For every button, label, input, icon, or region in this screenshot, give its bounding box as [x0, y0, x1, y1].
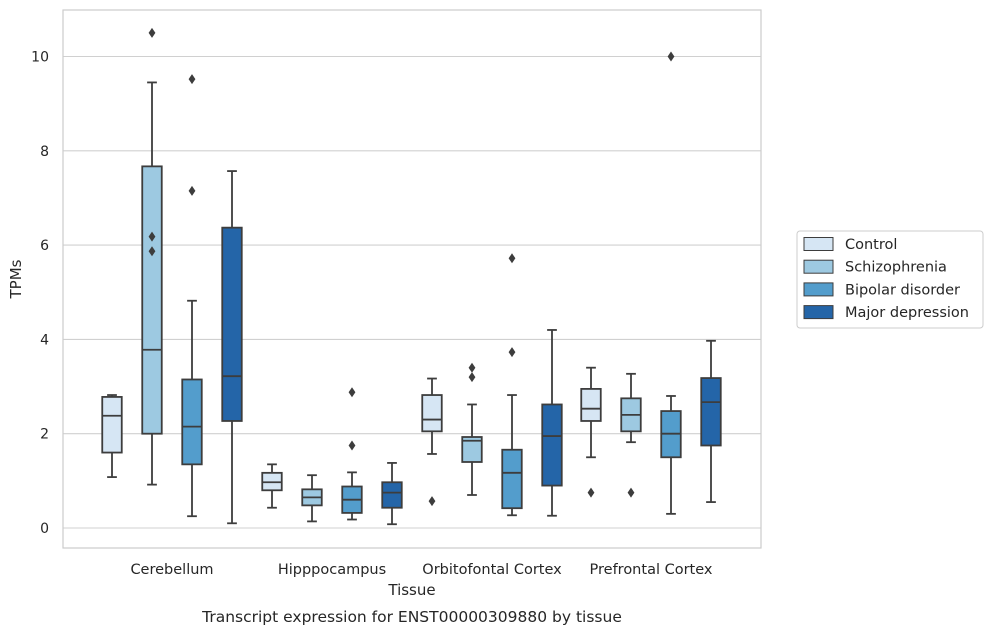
outlier-point	[667, 51, 675, 62]
box-schizophrenia	[620, 372, 642, 498]
iqr-box	[221, 226, 243, 422]
outlier-point	[468, 372, 476, 383]
outlier-point	[428, 496, 436, 507]
plot-background	[63, 10, 761, 548]
y-tick-label: 2	[40, 427, 49, 443]
outlier-point	[188, 74, 196, 85]
box-bipolar-disorder	[181, 74, 203, 518]
iqr-box	[541, 403, 563, 487]
outlier-point	[188, 185, 196, 196]
outlier-point	[468, 362, 476, 373]
iqr-box	[461, 436, 483, 463]
outlier-point	[148, 246, 156, 257]
box-major-depression	[381, 462, 403, 526]
box-bipolar-disorder	[660, 51, 682, 515]
box-group	[101, 27, 722, 526]
box-schizophrenia	[141, 27, 163, 486]
y-tick-label: 4	[40, 332, 49, 348]
legend: Control Schizophrenia Bipolar disorder Majo…	[796, 230, 984, 329]
iqr-box	[101, 396, 123, 454]
legend-label: Bipolar disorder	[845, 282, 960, 298]
box-major-depression	[541, 329, 563, 517]
legend-label: Major depression	[845, 305, 969, 321]
y-tick-label: 8	[40, 144, 49, 160]
box-bipolar-disorder	[341, 387, 363, 521]
legend-swatch	[803, 305, 834, 320]
legend-swatch	[803, 282, 834, 297]
box-schizophrenia	[301, 474, 323, 523]
outlier-point	[348, 387, 356, 398]
chart-caption: Transcript expression for ENST0000030988…	[201, 608, 622, 626]
y-tick-label: 6	[40, 238, 49, 254]
legend-label: Control	[845, 237, 897, 253]
x-axis-label: Tissue	[387, 581, 435, 599]
x-tick-label: Cerebellum	[130, 562, 213, 578]
box-control	[261, 463, 283, 509]
iqr-box	[580, 388, 602, 422]
iqr-box	[181, 378, 203, 466]
x-tick-labels: Cerebellum Hipppocampus Orbitofontal Corte…	[130, 562, 712, 578]
box-control	[101, 394, 123, 478]
x-tick-label: Orbitofontal Cortex	[422, 562, 562, 578]
iqr-box	[700, 377, 722, 447]
outlier-point	[587, 487, 595, 498]
gridlines	[63, 55, 761, 529]
box-control	[421, 377, 443, 507]
y-tick-labels: 0 2 4 6 8 10	[31, 50, 49, 538]
outlier-point	[148, 27, 156, 38]
y-axis-label: TPMs	[7, 259, 25, 299]
legend-label: Schizophrenia	[845, 260, 947, 276]
x-tick-label: Prefrontal Cortex	[590, 562, 713, 578]
iqr-box	[421, 394, 443, 433]
legend-frame	[796, 230, 984, 329]
box-control	[580, 366, 602, 498]
legend-swatch	[803, 237, 834, 251]
outlier-point	[348, 440, 356, 451]
y-tick-label: 10	[31, 50, 49, 66]
outlier-point	[627, 487, 635, 498]
box-bipolar-disorder	[501, 253, 523, 517]
box-major-depression	[221, 170, 243, 525]
legend-swatch	[803, 259, 834, 274]
iqr-box	[381, 481, 403, 509]
box-major-depression	[700, 339, 722, 503]
y-tick-label: 0	[40, 521, 49, 537]
outlier-point	[508, 347, 516, 358]
plot-frame	[62, 9, 762, 549]
outlier-point	[148, 231, 156, 242]
x-tick-label: Hipppocampus	[278, 562, 386, 578]
box-schizophrenia	[461, 362, 483, 496]
iqr-box	[501, 448, 523, 510]
iqr-box	[141, 165, 163, 435]
outlier-point	[508, 253, 516, 264]
